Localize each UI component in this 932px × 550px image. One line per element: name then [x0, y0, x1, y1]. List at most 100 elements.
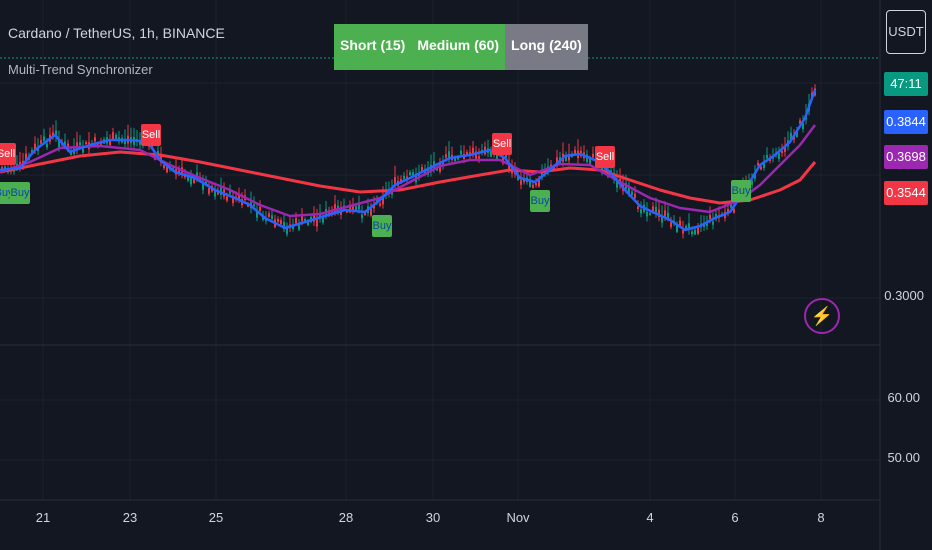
trend-medium-cell: Medium (60) [411, 24, 506, 70]
candle-body [664, 210, 666, 217]
candle-body [268, 213, 270, 217]
candle-body [361, 214, 363, 219]
candle-body [163, 164, 165, 169]
time-axis-label: 6 [731, 510, 739, 525]
candle-body [628, 187, 630, 196]
bolt-icon[interactable]: ⚡ [804, 298, 840, 334]
candle-body [505, 153, 507, 158]
candle-body [688, 223, 690, 231]
candle-body [238, 194, 240, 200]
candle-body [193, 178, 195, 183]
candle-body [766, 155, 768, 159]
candle-body [697, 227, 699, 234]
candle-body [283, 222, 285, 230]
candle-body [769, 158, 771, 161]
time-axis-label: 21 [35, 510, 51, 525]
trend-short-cell: Short (15) [334, 24, 412, 70]
candle-body [538, 180, 540, 187]
candle-body [307, 221, 309, 226]
candle-body [712, 221, 714, 225]
candle-body [295, 218, 297, 224]
candle-body [226, 196, 228, 201]
candle-body [448, 151, 450, 159]
candle-body [652, 206, 654, 213]
candle-body [277, 218, 279, 222]
candle-body [328, 210, 330, 217]
candle-body [574, 149, 576, 154]
candle-body [346, 210, 348, 213]
candle-body [592, 153, 594, 158]
candle-body [460, 150, 462, 155]
currency-button[interactable]: USDT [886, 10, 926, 54]
candle-body [370, 208, 372, 216]
candle-body [640, 209, 642, 214]
candle-body [40, 140, 42, 144]
candle-body [532, 184, 534, 188]
candle-body [733, 209, 735, 213]
candle-body [403, 175, 405, 179]
candle-body [280, 220, 282, 225]
candle-body [76, 142, 78, 150]
candle-body [466, 152, 468, 155]
candle-body [358, 204, 360, 210]
time-axis-label: Nov [506, 510, 530, 525]
symbol-title[interactable]: Cardano / TetherUS, 1h, BINANCE [8, 25, 225, 41]
candle-body [259, 206, 261, 211]
candle-body [166, 166, 168, 173]
candle-body [160, 155, 162, 163]
sell-signal: Sell [492, 133, 512, 155]
time-axis-label: 30 [425, 510, 441, 525]
candle-body [34, 143, 36, 152]
candle-body [379, 203, 381, 206]
candle-body [25, 153, 27, 162]
candle-body [556, 157, 558, 166]
candle-body [394, 177, 396, 184]
candle-body [55, 130, 57, 138]
countdown-tag: 47:11 [884, 72, 928, 96]
candle-body [322, 218, 324, 223]
candle-body [727, 208, 729, 213]
price-axis-label: 0.3000 [884, 288, 924, 303]
candle-body [454, 158, 456, 162]
candle-body [382, 196, 384, 205]
candle-body [115, 134, 117, 139]
candle-body [661, 216, 663, 223]
candle-body [64, 141, 66, 146]
candle-body [208, 188, 210, 194]
candle-body [655, 206, 657, 214]
buy-signal: Buy [731, 180, 751, 202]
candle-body [316, 219, 318, 227]
candle-body [694, 229, 696, 235]
indicator-name[interactable]: Multi-Trend Synchronizer [8, 62, 153, 77]
candle-body [202, 184, 204, 190]
candle-body [667, 212, 669, 219]
candle-body [796, 130, 798, 137]
candle-body [52, 132, 54, 136]
candle-body [79, 142, 81, 146]
candle-body [205, 179, 207, 186]
candle-body [349, 204, 351, 213]
candle-body [760, 166, 762, 170]
candle-body [691, 231, 693, 235]
time-axis-label: 4 [646, 510, 654, 525]
candle-body [406, 176, 408, 180]
candle-body [589, 158, 591, 165]
candle-body [46, 143, 48, 148]
candle-body [790, 132, 792, 140]
candle-body [187, 175, 189, 181]
short-price-tag: 0.3844 [884, 110, 928, 134]
candle-body [457, 157, 459, 160]
buy-signal: Buy [530, 190, 550, 212]
candle-body [763, 162, 765, 169]
candle-body [490, 150, 492, 157]
candle-body [634, 193, 636, 198]
candle-body [190, 176, 192, 185]
candle-body [286, 228, 288, 235]
candle-body [409, 172, 411, 176]
candle-body [82, 145, 84, 153]
trend-long-cell: Long (240) [505, 24, 588, 70]
buy-signal: Buy [10, 182, 30, 204]
candle-body [478, 156, 480, 159]
